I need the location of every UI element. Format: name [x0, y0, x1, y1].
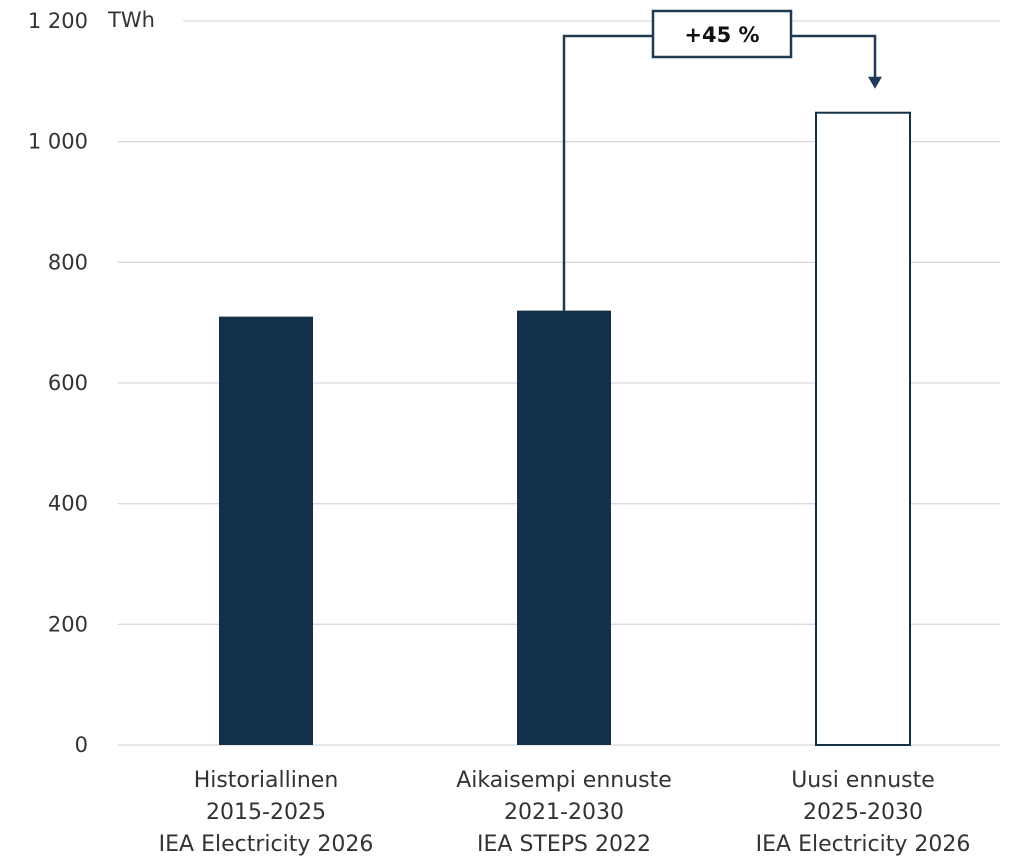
category-label-line: Aikaisempi ennuste — [456, 768, 672, 793]
annotation-box — [651, 9, 793, 59]
category-label-line: Historiallinen — [194, 768, 339, 793]
y-tick-label: 1 000 — [28, 130, 88, 154]
annotation-label: +45 % — [684, 23, 759, 47]
category-label-line: 2025-2030 — [803, 800, 923, 825]
bar-2 — [517, 310, 611, 745]
category-label-line: IEA STEPS 2022 — [477, 832, 651, 857]
category-label-line: IEA Electricity 2026 — [756, 832, 971, 857]
annotation-connector-left — [562, 34, 653, 311]
y-tick-label: 800 — [48, 250, 88, 274]
growth-annotation: +45 % — [562, 9, 882, 311]
arrow-down-icon — [868, 76, 882, 89]
y-axis-unit-label: TWh — [107, 8, 155, 32]
bars — [219, 111, 911, 746]
annotation-connector-right — [791, 34, 877, 79]
y-tick-label: 600 — [48, 371, 88, 395]
y-tick-label: 0 — [75, 733, 88, 757]
category-label-line: IEA Electricity 2026 — [159, 832, 374, 857]
y-tick-label: 400 — [48, 492, 88, 516]
bar-3 — [815, 111, 911, 746]
category-label-line: Uusi ennuste — [791, 768, 935, 793]
category-label-1: Historiallinen 2015-2025 IEA Electricity 2… — [159, 768, 374, 857]
y-tick-label: 200 — [48, 612, 88, 636]
category-label-3: Uusi ennuste 2025-2030 IEA Electricity 202… — [756, 768, 971, 857]
bar-1 — [219, 316, 313, 745]
category-label-line: 2015-2025 — [206, 800, 326, 825]
y-tick-label: 1 200 — [28, 9, 88, 33]
y-axis-ticks: 0 200 400 600 800 1 000 1 200 — [28, 9, 88, 757]
category-label-2: Aikaisempi ennuste 2021-2030 IEA STEPS 202… — [456, 768, 672, 857]
category-label-line: 2021-2030 — [504, 800, 624, 825]
x-axis-categories: Historiallinen 2015-2025 IEA Electricity 2… — [159, 768, 971, 857]
